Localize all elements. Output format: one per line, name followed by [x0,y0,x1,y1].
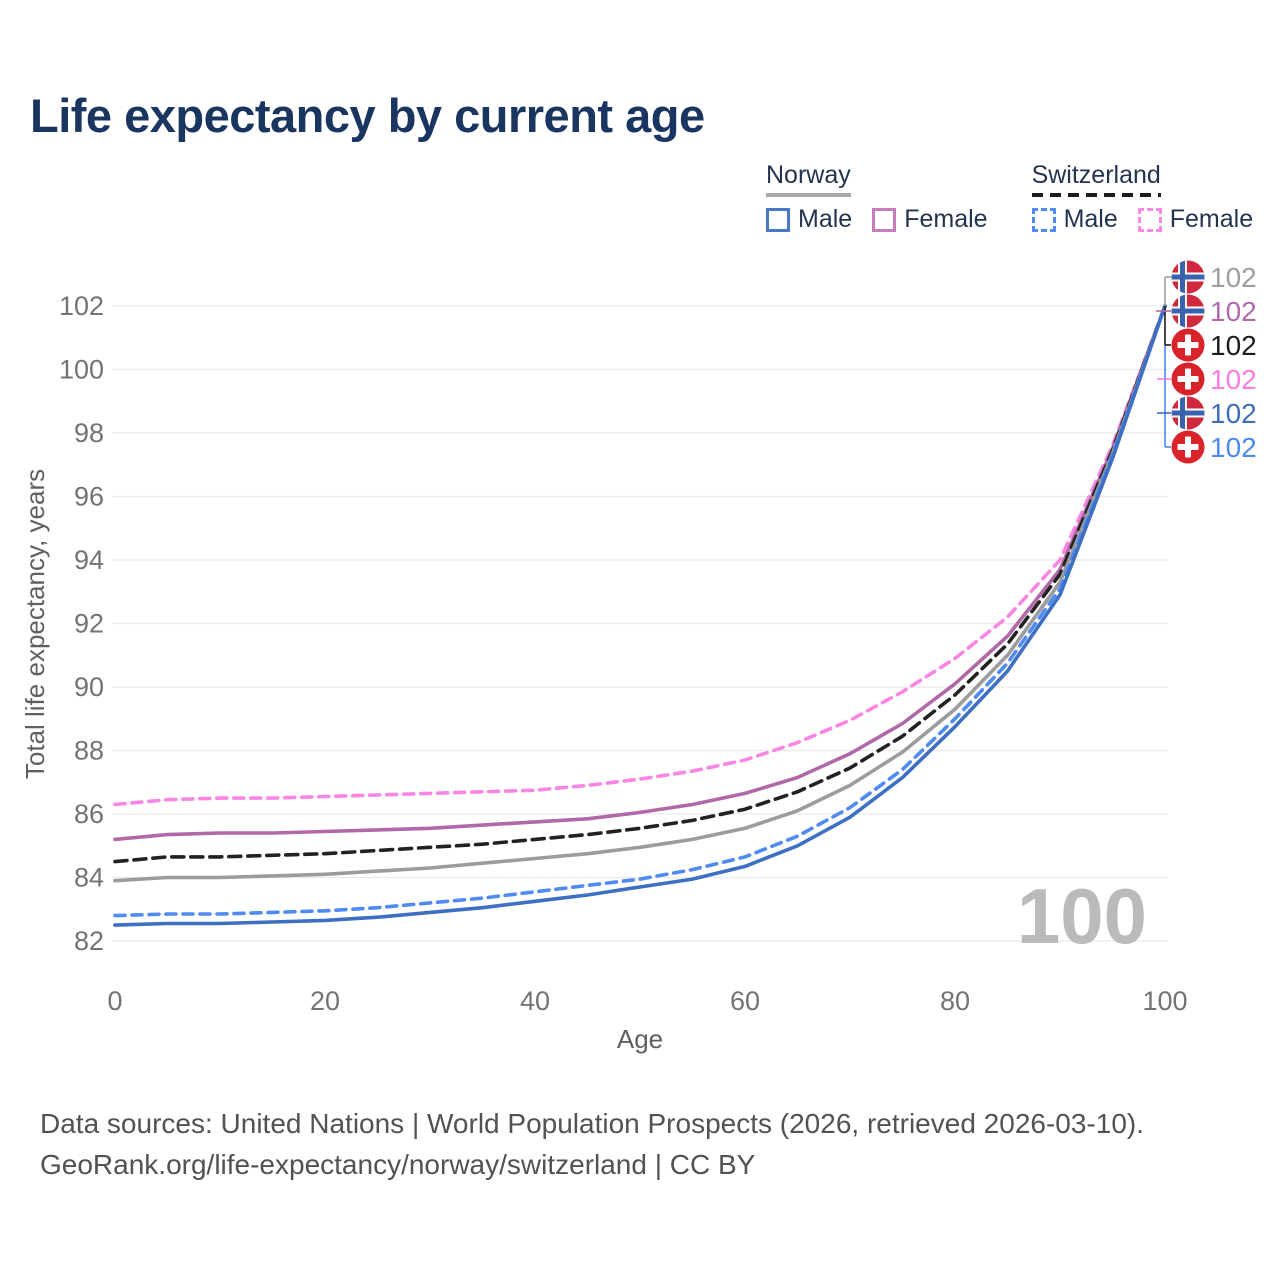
switzerland-flag-clipped [1171,362,1205,396]
legend-country-norway[interactable]: Norway [766,162,851,197]
swiss-flag-cross-h [1177,376,1199,382]
legend-row-switzerland: Male Female [1031,205,1254,234]
x-axis-title: Age [617,1024,663,1054]
y-tick-label: 92 [74,609,104,639]
series-line-norway-female[interactable] [113,304,1167,842]
chart-plot[interactable]: 82 84 86 88 90 92 94 96 98 100 102 0 20 40 60 80 100 Age T… [0,250,1280,1080]
norway-flag-clipped [1171,260,1205,294]
x-tick-label: 100 [1142,986,1187,1016]
y-tick-label: 94 [74,545,104,575]
legend: Norway Male Female Switzerland [766,162,1253,234]
x-tick-label: 40 [520,986,550,1016]
series-line-switzerland-total[interactable] [113,304,1167,864]
norway-flag-icon [1171,260,1205,294]
attribution-line: GeoRank.org/life-expectancy/norway/switz… [40,1149,756,1180]
end-value-label-norway-male: 102 [1210,398,1257,429]
legend-country-switzerland-label: Switzerland [1031,161,1161,189]
switzerland-flag-icon [1171,362,1205,396]
switzerland-flag-clipped [1171,328,1205,362]
norway-flag-icon [1171,294,1205,328]
series-line-switzerland-male[interactable] [113,304,1167,918]
legend-country-norway-label: Norway [766,161,851,189]
legend-group-switzerland: Switzerland Male Female [1031,161,1254,234]
x-tick-label: 60 [730,986,760,1016]
norway-male-swatch [766,207,790,232]
watermark-age-indicator: 100 [1017,872,1147,960]
y-tick-label: 88 [74,736,104,766]
swiss-flag-cross-h [1177,444,1199,450]
norway-flag-icon [1171,396,1205,430]
norway-flag-blue-cross-v [1180,294,1185,328]
norway-flag-blue-cross-h [1171,308,1205,314]
end-value-label-norway-total: 102 [1210,262,1257,293]
switzerland-male-label: Male [1063,205,1118,233]
norway-flag-blue-cross-h [1171,274,1205,280]
end-value-label-switzerland-female: 102 [1210,364,1257,395]
y-tick-label: 82 [74,926,104,956]
y-tick-label: 96 [74,482,104,512]
norway-male-label: Male [798,205,853,233]
norway-flag-clipped [1171,396,1205,430]
legend-item-switzerland-male[interactable]: Male [1031,205,1118,234]
norway-flag-blue-cross-v [1180,260,1185,294]
chart-title: Life expectancy by current age [30,89,705,142]
series-line-norway-total[interactable] [113,304,1167,883]
switzerland-female-label: Female [1169,205,1254,233]
end-value-label-norway-female: 102 [1210,296,1257,327]
switzerland-line-style-swatch [1031,193,1161,197]
norway-flag-clipped [1171,294,1205,328]
switzerland-flag-clipped [1171,430,1205,464]
end-value-label-switzerland-male: 102 [1210,432,1257,463]
norway-line-style-swatch [766,193,851,197]
x-tick-label: 80 [940,986,970,1016]
y-axis-title: Total life expectancy, years [20,469,50,779]
norway-female-label: Female [904,205,988,233]
switzerland-male-swatch [1031,207,1056,232]
switzerland-flag-icon [1171,328,1205,362]
legend-group-norway: Norway Male Female [766,162,988,234]
norway-flag-blue-cross-h [1171,410,1205,416]
y-tick-label: 90 [74,672,104,702]
y-tick-label: 98 [74,418,104,448]
legend-item-norway-male[interactable]: Male [766,205,852,234]
legend-row-norway: Male Female [766,205,988,234]
x-tick-label: 0 [107,986,122,1016]
legend-item-switzerland-female[interactable]: Female [1137,205,1254,234]
series-line-norway-male[interactable] [113,304,1167,927]
y-tick-label: 84 [74,863,104,893]
legend-item-norway-female[interactable]: Female [872,205,988,234]
norway-female-swatch [872,207,897,232]
x-tick-label: 20 [310,986,340,1016]
swiss-flag-cross-h [1177,342,1199,348]
switzerland-female-swatch [1137,207,1162,232]
y-tick-label: 100 [59,355,104,385]
norway-flag-blue-cross-v [1180,396,1185,430]
data-sources-line: Data sources: United Nations | World Pop… [40,1108,1145,1139]
series-line-switzerland-female[interactable] [113,304,1167,807]
legend-country-switzerland[interactable]: Switzerland [1031,161,1161,197]
switzerland-flag-icon [1171,430,1205,464]
y-tick-label: 86 [74,799,104,829]
chart-footer: Data sources: United Nations | World Pop… [40,1103,1144,1185]
y-tick-label: 102 [59,291,104,321]
end-value-label-switzerland-total: 102 [1210,330,1257,361]
